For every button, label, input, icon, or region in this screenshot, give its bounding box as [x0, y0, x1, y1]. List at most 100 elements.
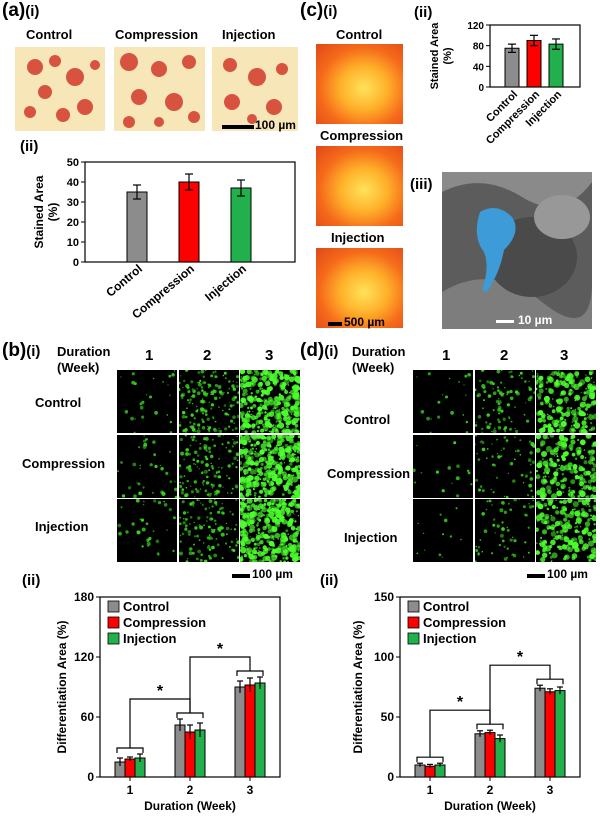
significance-star: * — [217, 641, 224, 658]
b-scale-label: 100 µm — [252, 567, 293, 581]
b-scale-bar — [232, 574, 250, 578]
legend-swatch-injection — [107, 632, 120, 645]
y-tick-label: 120 — [74, 650, 94, 664]
y-tick-label: 0 — [73, 257, 79, 269]
y-tick-label: 10 — [67, 237, 79, 249]
bar-control — [504, 47, 520, 88]
y-tick-label: 120 — [467, 21, 484, 32]
d-fluorescence-grid — [413, 370, 596, 562]
chart-b-ii: 0 60 120 180 Differentiation Area (%) 1 2 3 Dura… — [55, 590, 281, 813]
legend-label-injection: Injection — [123, 631, 177, 646]
panel-d-label: (d)(i) — [300, 340, 339, 361]
c-iii-label: (iii) — [410, 176, 433, 193]
group-bracket — [476, 723, 504, 730]
legend-label-compression: Compression — [423, 615, 506, 630]
y-tick-label: 0 — [478, 83, 484, 94]
y-axis-label-line2: (%) — [442, 47, 454, 64]
d-row-injection: Injection — [344, 530, 398, 545]
d-ii-label: (ii) — [320, 572, 339, 589]
y-tick-label: 100 — [374, 650, 394, 664]
b-week-1: 1 — [145, 347, 154, 364]
group-bracket — [116, 747, 144, 753]
y-tick-label: 50 — [381, 710, 395, 724]
y-tick-label: 40 — [67, 177, 79, 189]
y-axis-label: Differentiation Area (%) — [55, 621, 69, 754]
y-axis-label-line1: Stained Area — [32, 175, 46, 248]
significance-star: * — [457, 694, 464, 711]
fluorescence-tile-r2-w1 — [117, 434, 177, 498]
bar-injection-week-2 — [194, 729, 206, 778]
b-row-compression: Compression — [22, 456, 106, 471]
b-week-2: 2 — [203, 347, 212, 364]
fluorescence-tile-r3-w3 — [536, 499, 596, 562]
c-image-label-compression: Compression — [320, 128, 404, 143]
d-week-2: 2 — [500, 347, 509, 364]
group-bracket — [176, 712, 204, 718]
a-image-label-compression: Compression — [115, 27, 199, 42]
b-row-injection: Injection — [35, 519, 89, 534]
d-row-compression: Compression — [327, 466, 411, 481]
bar-injection — [230, 187, 252, 263]
x-tick-label: Control — [103, 262, 145, 300]
legend-label-injection: Injection — [423, 631, 477, 646]
x-axis-label: Duration (Week) — [144, 799, 236, 813]
y-tick-label: 40 — [473, 62, 485, 73]
fluorescence-tile-r3-w2 — [178, 499, 239, 562]
legend-swatch-compression — [407, 616, 420, 629]
panel-c-label: (c)(i) — [300, 0, 338, 21]
bar-compression-week-3 — [244, 684, 256, 778]
bar-compression — [178, 181, 200, 263]
fluorescence-tile-r2-w3 — [536, 434, 596, 498]
d-scale-bar — [527, 574, 545, 578]
bar-control-week-2 — [174, 724, 186, 778]
c-scale-bar — [328, 322, 342, 326]
c-stain-injection — [316, 248, 403, 328]
b-row-control: Control — [35, 395, 82, 410]
x-tick-label: Injection — [202, 262, 249, 304]
c-sem-image — [442, 172, 592, 329]
y-tick-label: 50 — [67, 157, 79, 169]
bar-injection-week-3 — [254, 682, 266, 778]
fluorescence-tile-r2-w2 — [474, 434, 535, 498]
fluorescence-tile-r1-w2 — [474, 370, 535, 433]
b-week-3: 3 — [265, 347, 274, 364]
bar-compression — [526, 40, 542, 88]
fluorescence-tile-r1-w1 — [413, 370, 473, 433]
significance-bracket — [489, 664, 551, 725]
a-micrograph-injection — [212, 47, 298, 131]
a-micrograph-compression — [114, 47, 205, 131]
bar-control-week-3 — [234, 686, 246, 778]
bar-injection-week-2 — [494, 738, 506, 778]
y-axis-label-line1: Stained Area — [429, 22, 441, 90]
x-tick-label: 3 — [247, 783, 254, 797]
fluorescence-tile-r3-w1 — [117, 499, 177, 562]
significance-bracket — [189, 656, 251, 713]
bar-control — [126, 191, 148, 263]
a-image-label-control: Control — [26, 27, 73, 42]
x-tick-label: 1 — [127, 783, 134, 797]
fluorescence-tile-r1-w2 — [178, 370, 239, 433]
group-bracket — [536, 678, 564, 685]
b-duration-label: Duration (Week) — [57, 344, 111, 375]
c-sem-svg — [442, 172, 592, 329]
c-scale-label: 500 µm — [344, 315, 385, 329]
c-ii-label: (ii) — [414, 4, 433, 21]
c-image-label-control: Control — [336, 27, 383, 42]
y-axis-label: Differentiation Area (%) — [351, 621, 365, 754]
y-tick-label: 60 — [81, 710, 95, 724]
a-micro-control-svg — [24, 55, 100, 122]
d-row-control: Control — [344, 412, 391, 427]
c-sem-scale-bar — [496, 320, 514, 323]
c-stain-control — [316, 44, 403, 124]
bar-compression-week-3 — [544, 691, 556, 778]
group-bracket — [416, 756, 444, 763]
legend-swatch-compression — [107, 616, 120, 629]
x-tick-label: 3 — [547, 783, 554, 797]
d-duration-label: Duration (Week) — [352, 344, 406, 375]
a-micro-compression-svg — [120, 53, 200, 128]
bar-injection — [548, 43, 564, 88]
c-stain-compression — [316, 146, 403, 226]
a-scale-label: 100 µm — [255, 118, 296, 132]
